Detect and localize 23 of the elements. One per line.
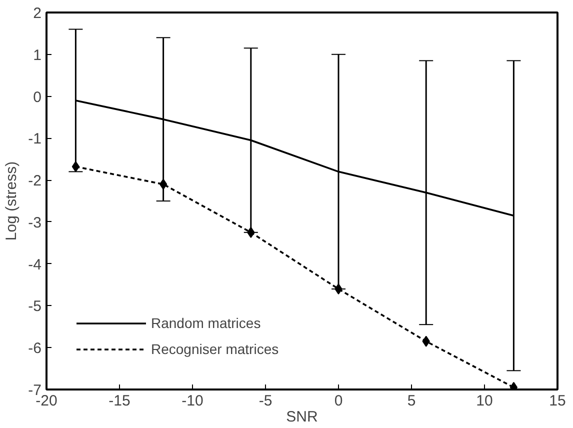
- legend-label: Random matrices: [151, 315, 261, 331]
- point: [72, 161, 80, 172]
- x-tick-label: -5: [258, 392, 272, 410]
- x-tick-label: -10: [182, 392, 204, 410]
- point: [159, 178, 168, 190]
- x-tick-label: 0: [334, 392, 343, 410]
- x-tick-label: -15: [108, 392, 130, 410]
- x-axis-title: SNR: [286, 408, 318, 426]
- y-tick-label: 0: [33, 88, 42, 106]
- y-tick-label: -3: [28, 214, 42, 232]
- y-tick-label: -5: [28, 298, 42, 316]
- y-tick-label: 2: [33, 5, 42, 22]
- y-tick-label: -6: [28, 340, 42, 358]
- legend-label: Recogniser matrices: [151, 341, 279, 357]
- y-tick-label: -1: [28, 130, 42, 148]
- x-tick-label: 5: [407, 392, 416, 410]
- y-tick-label: -4: [28, 256, 42, 274]
- y-tick-label: -7: [28, 382, 42, 399]
- y-axis-title: Log (stress): [3, 161, 20, 241]
- x-tick-label: 10: [476, 392, 493, 410]
- x-tick-label: 15: [549, 392, 566, 410]
- y-tick-label: 1: [33, 46, 42, 64]
- y-tick-label: -2: [28, 172, 42, 190]
